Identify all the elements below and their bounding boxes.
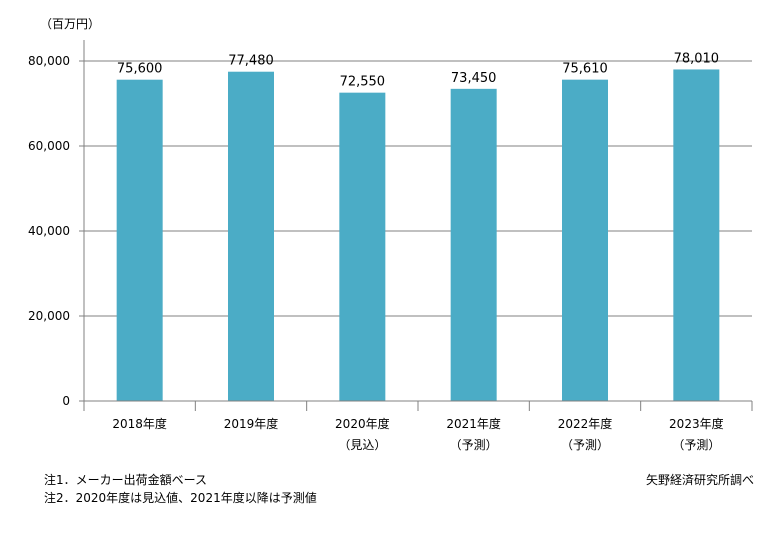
gridlines (84, 60, 752, 317)
data-label: 75,600 (117, 62, 163, 77)
axes (83, 40, 752, 402)
x-tick-label: 2021年度 (446, 416, 501, 431)
y-tick-label: 80,000 (28, 54, 70, 68)
note-2: 注2．2020年度は見込値、2021年度以降は予測値 (44, 491, 317, 505)
y-tick-label: 40,000 (28, 224, 70, 238)
x-tick-sublabel: （予測） (450, 438, 498, 452)
y-tick-label: 0 (62, 394, 70, 408)
x-tick-label: 2018年度 (112, 416, 167, 431)
data-label: 75,610 (562, 62, 608, 77)
bar (673, 69, 720, 402)
x-tick-sublabel: （見込） (338, 438, 386, 452)
data-label: 77,480 (228, 54, 274, 69)
data-label: 78,010 (674, 51, 720, 66)
data-label: 73,450 (451, 71, 497, 86)
y-axis-ticks: 0 20,000 40,000 60,000 80,000 (28, 54, 84, 408)
value-labels: 75,600 77,480 72,550 73,450 75,610 78,010 (117, 51, 719, 89)
bar (562, 79, 608, 401)
x-tick-sublabel: （予測） (672, 438, 720, 452)
x-tick-label: 2020年度 (335, 416, 390, 431)
x-tick-sublabel: （予測） (561, 438, 609, 452)
y-tick-label: 60,000 (28, 139, 70, 153)
bar (228, 71, 274, 402)
x-tick-label: 2022年度 (558, 416, 613, 431)
source-note: 矢野経済研究所調べ (645, 473, 754, 487)
x-tick-label: 2019年度 (224, 416, 279, 431)
x-tick-label: 2023年度 (669, 416, 724, 431)
bar (116, 79, 163, 401)
bar (450, 88, 497, 402)
note-1: 注1．メーカー出荷金額ベース (44, 473, 208, 487)
y-tick-label: 20,000 (28, 309, 70, 323)
bars (116, 69, 720, 402)
y-axis-unit-label: （百万円） (40, 17, 100, 31)
bar (339, 92, 386, 401)
x-axis-labels: 2018年度 2019年度 2020年度 （見込） 2021年度 （予測） 2022年度 （予… (83, 401, 753, 452)
data-label: 72,550 (340, 75, 386, 90)
